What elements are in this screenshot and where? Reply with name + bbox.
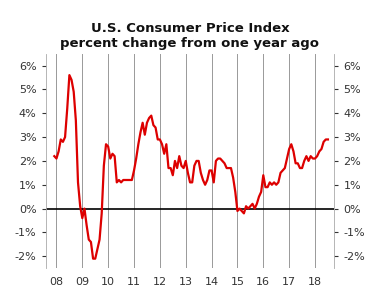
Title: U.S. Consumer Price Index
percent change from one year ago: U.S. Consumer Price Index percent change… [60,22,320,50]
